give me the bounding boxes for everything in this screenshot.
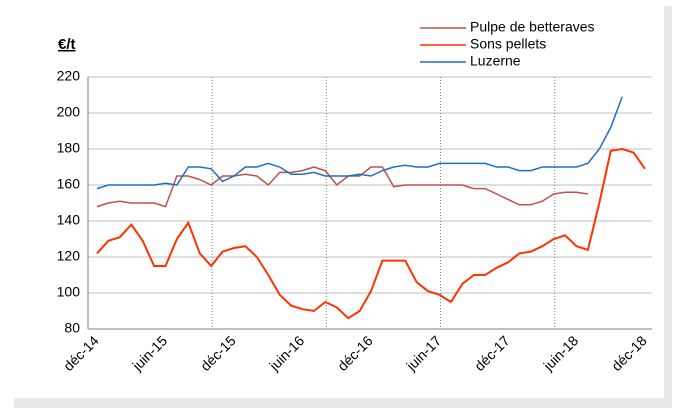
x-tick-label: juin-16 — [265, 332, 307, 374]
y-tick-label: 200 — [57, 104, 81, 120]
y-tick-label: 100 — [57, 284, 81, 300]
legend-label: Sons pellets — [470, 36, 546, 52]
frame-shadow — [664, 6, 672, 408]
y-tick-label: 160 — [57, 176, 81, 192]
series-line — [96, 166, 589, 208]
y-tick-label: 220 — [57, 68, 81, 84]
y-tick-label: 180 — [57, 140, 81, 156]
legend-label: Luzerne — [470, 53, 521, 69]
frame-shadow — [14, 398, 670, 408]
x-tick-label: juin-17 — [402, 332, 444, 374]
y-tick-label: 120 — [57, 248, 81, 264]
x-tick-label: déc-14 — [60, 332, 102, 374]
x-tick-label: déc-16 — [334, 332, 376, 374]
series-line — [96, 96, 623, 190]
series-line — [96, 147, 646, 320]
x-tick-label: déc-18 — [608, 332, 650, 374]
y-tick-label: 80 — [64, 320, 80, 336]
x-tick-label: déc-15 — [197, 332, 239, 374]
chart-title: €/t — [58, 36, 76, 53]
y-tick-label: 140 — [57, 212, 81, 228]
legend-label: Pulpe de betteraves — [470, 19, 595, 35]
x-tick-label: déc-17 — [471, 332, 513, 374]
x-tick-label: juin-15 — [128, 332, 170, 374]
x-tick-label: juin-18 — [539, 332, 581, 374]
